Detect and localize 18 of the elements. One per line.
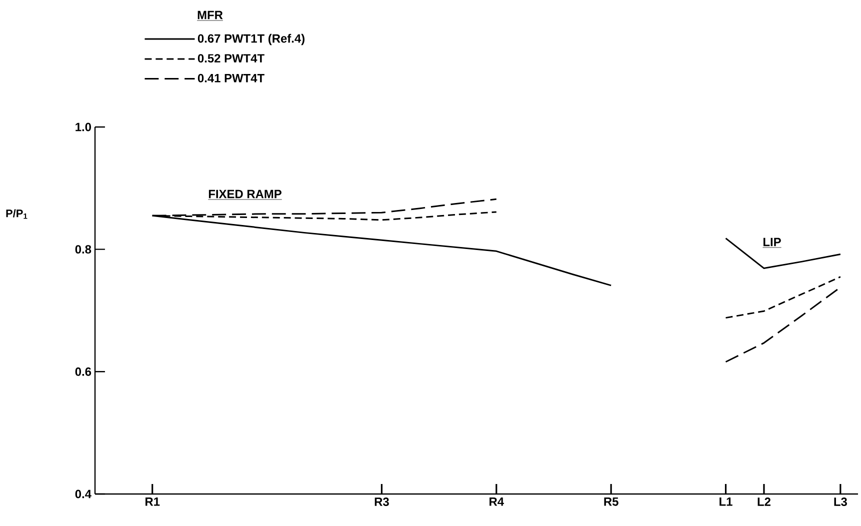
y-axis-title: P/P$_{1}$ [6,209,28,219]
y-tick-label: 0.4 [75,490,92,498]
annotation: FIXED RAMP [208,190,282,198]
x-tick-label: L3 [834,498,847,506]
y-tick-label: 0.6 [75,367,92,376]
legend-label: 0.52 PWT4T [198,54,264,63]
annotation: LIP [764,238,781,246]
x-tick-label: R1 [146,498,160,506]
x-tick-label: R5 [604,498,618,506]
x-tick-label: L2 [758,498,770,506]
x-tick-label: R4 [490,498,504,506]
y-tick-label: 1.0 [76,122,91,132]
legend-title: MFR [198,10,223,20]
x-tick-label: L1 [720,498,732,506]
legend-label: 0.67 PWT1T (Ref.4) [198,34,304,46]
x-tick-label: R3 [374,498,389,506]
y-tick-label: 0.8 [75,245,92,254]
legend-label: 0.41 PWT4T [198,74,264,82]
